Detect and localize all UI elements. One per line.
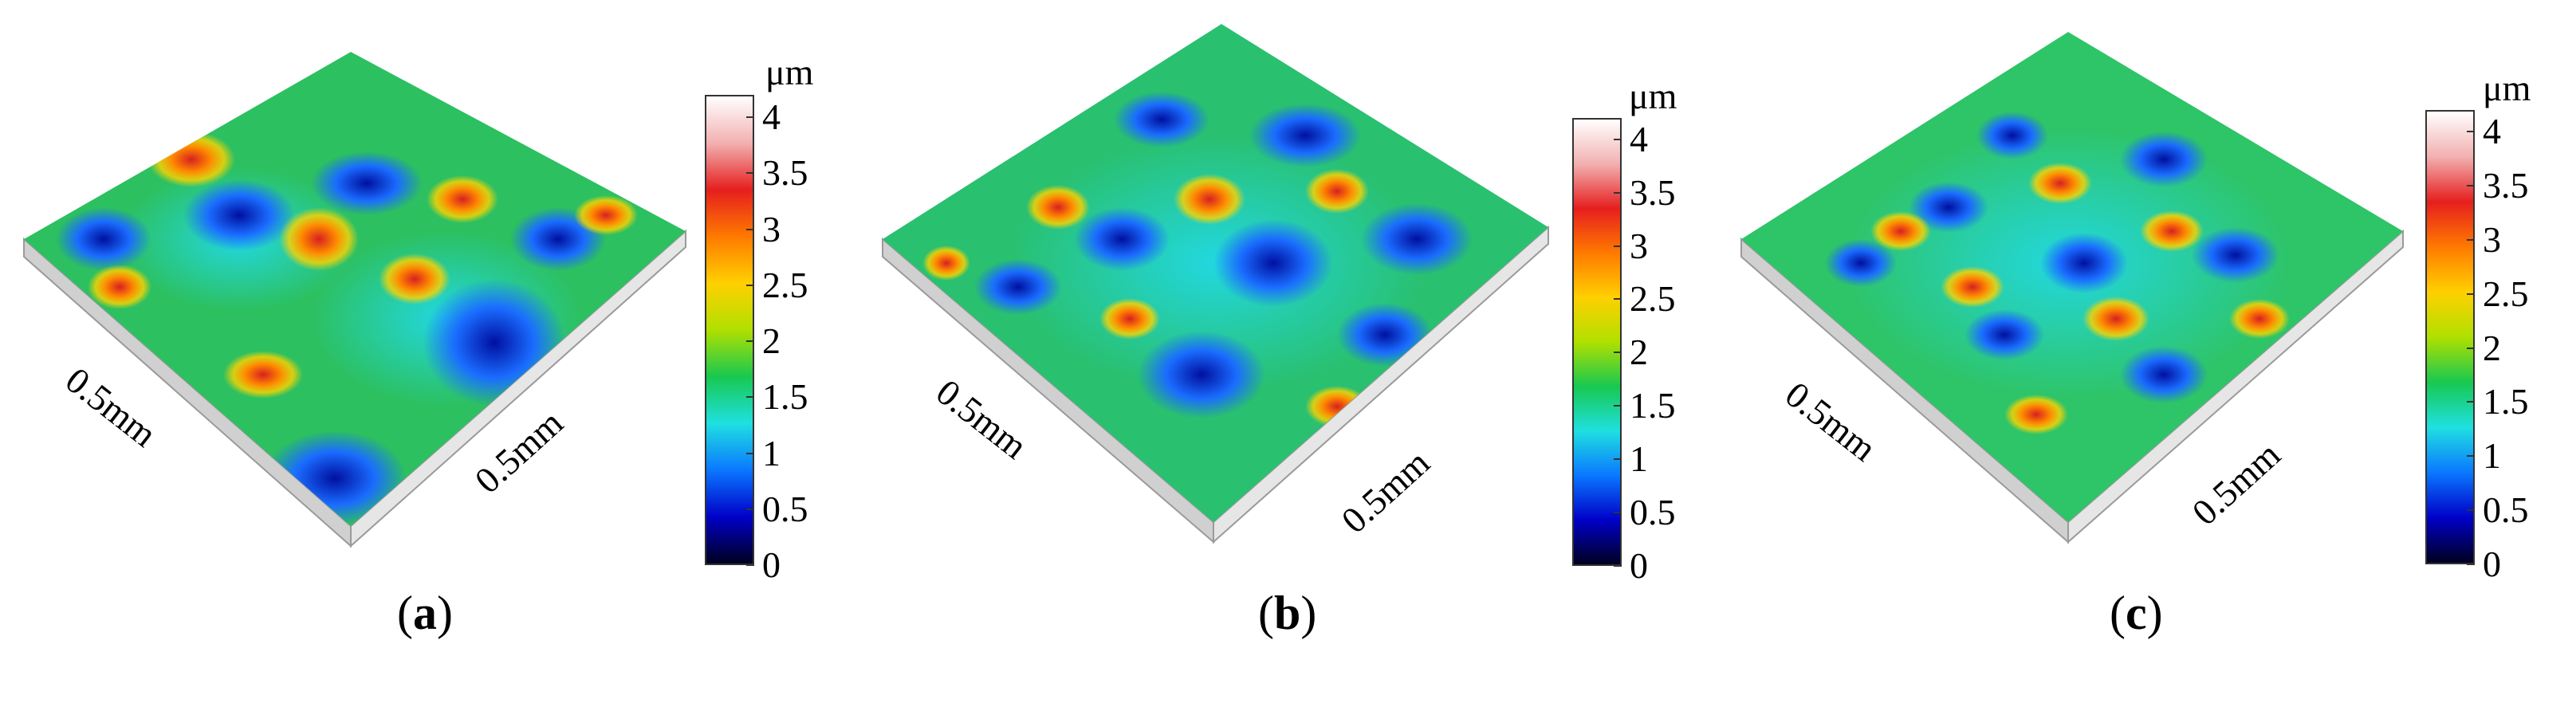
colorbar-tick-label: 1 (762, 432, 781, 473)
colorbar-tick-label: 4 (2483, 111, 2501, 152)
colorbar-tickmark (1614, 512, 1622, 514)
colorbar-tick-label: 1.5 (2483, 381, 2529, 422)
colorbar-tickmark (2467, 347, 2475, 349)
colorbar-tick-label: 4 (1630, 118, 1648, 159)
colorbar-unit-c: μm (2483, 68, 2531, 108)
colorbar-tickmark (2467, 401, 2475, 403)
colorbar-tick-label: 3.5 (1630, 171, 1676, 213)
colorbar-tickmark (746, 452, 754, 454)
colorbar-unit-a: μm (765, 52, 814, 92)
colorbar-tickmark (746, 172, 754, 175)
base-right-face-a (350, 229, 686, 548)
colorbar-tick-label: 1 (1630, 438, 1648, 480)
colorbar-tickmark (2467, 293, 2475, 295)
colorbar-b (1572, 118, 1622, 566)
colorbar-tick-label: 0.5 (2483, 489, 2529, 531)
colorbar-tickmark (1614, 352, 1622, 354)
colorbar-tickmark (1614, 405, 1622, 407)
colorbar-tick-label: 1.5 (1630, 385, 1676, 426)
caption-letter-a: a (412, 587, 437, 639)
colorbar-tick-label: 2.5 (2483, 273, 2529, 314)
colorbar-tickmark (746, 508, 754, 510)
colorbar-tickmark (746, 564, 754, 566)
colorbar-tickmark (1614, 191, 1622, 194)
colorbar-tickmark (2467, 131, 2475, 133)
colorbar-tick-label: 2 (1630, 332, 1648, 373)
colorbar-tick-label: 0 (1630, 545, 1648, 586)
panel-c: 0.5mm 0.5mm μm (c) 4 3.5 3 2.5 2 1.5 1 0.5 0 (1717, 0, 2576, 707)
colorbar-tickmark (746, 116, 754, 119)
colorbar-tickmark (746, 228, 754, 230)
colorbar-tick-label: 2 (762, 320, 781, 362)
colorbar-tickmark (2467, 509, 2475, 512)
colorbar-tick-label: 1.5 (762, 376, 808, 418)
caption-letter-c: c (2125, 587, 2147, 639)
surface-plot-a (23, 52, 686, 548)
colorbar-tick-label: 0 (2483, 544, 2501, 584)
colorbar-tick-label: 3 (1630, 225, 1648, 266)
colorbar-tick-label: 0 (762, 544, 781, 585)
caption-c: (c) (2110, 587, 2163, 639)
colorbar-tick-label: 2.5 (762, 264, 808, 305)
colorbar-tick-label: 2 (2483, 327, 2501, 368)
colorbar-a (705, 95, 754, 565)
colorbar-tickmark (1614, 245, 1622, 247)
colorbar-tick-label: 4 (762, 96, 781, 138)
colorbar-tick-label: 0.5 (762, 488, 808, 529)
panel-b: 0.5mm 0.5mm μm (b) 4 3.5 3 2.5 2 1.5 1 0.5 0 (859, 0, 1717, 707)
base-right-face-b (1213, 225, 1549, 544)
colorbar-tickmark (2467, 564, 2475, 565)
surface-plot-b (882, 24, 1549, 544)
colorbar-tick-label: 3 (2483, 218, 2501, 260)
colorbar-tickmark (1614, 458, 1622, 461)
colorbar-tick-label: 3.5 (2483, 165, 2529, 206)
colorbar-tick-label: 2.5 (1630, 278, 1676, 320)
colorbar-tickmark (2467, 238, 2475, 241)
colorbar-tickmark (1614, 565, 1622, 567)
colorbar-tickmark (2467, 455, 2475, 458)
caption-a: (a) (397, 587, 453, 639)
caption-b: (b) (1258, 587, 1317, 639)
caption-letter-b: b (1273, 587, 1301, 639)
panel-a: 0.5mm 0.5mm μm (a) 4 3.5 3 2.5 2 1.5 1 0.5 0 (0, 0, 859, 707)
colorbar-tick-label: 3.5 (762, 152, 808, 194)
colorbar-tick-label: 1 (2483, 435, 2501, 477)
colorbar-c (2425, 110, 2475, 564)
colorbar-tickmark (746, 284, 754, 286)
colorbar-unit-b: μm (1629, 76, 1677, 116)
colorbar-tickmark (1614, 298, 1622, 300)
colorbar-tick-label: 0.5 (1630, 492, 1676, 533)
surface-plot-c (1740, 32, 2404, 544)
colorbar-tickmark (746, 396, 754, 399)
colorbar-tickmark (2467, 185, 2475, 187)
colorbar-tick-label: 3 (762, 208, 781, 249)
colorbar-tickmark (1614, 138, 1622, 140)
colorbar-tickmark (746, 340, 754, 343)
